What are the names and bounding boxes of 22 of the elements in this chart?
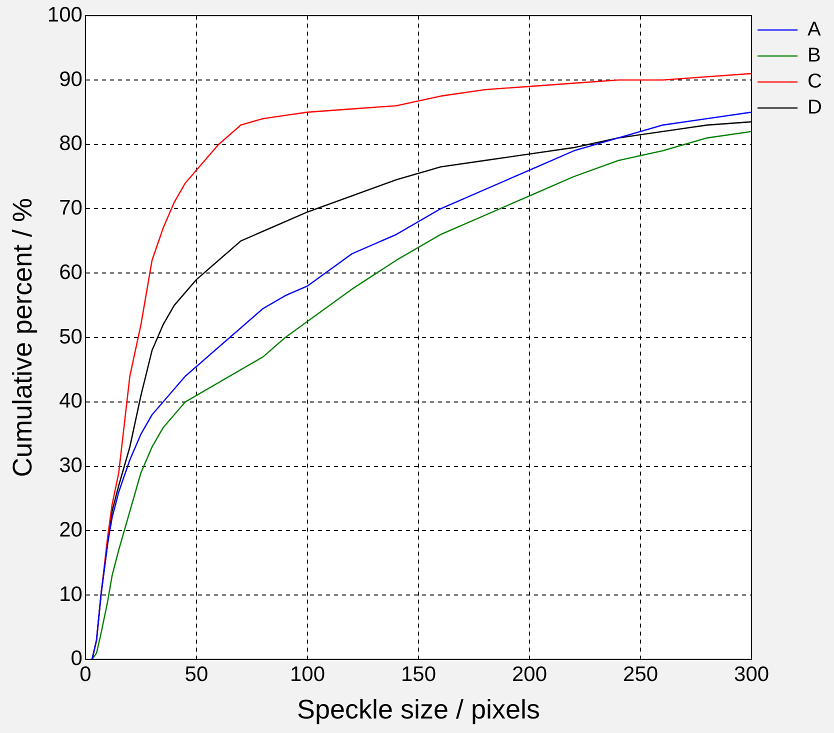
y-tick-label: 90: [59, 68, 82, 91]
x-tick-label: 250: [623, 662, 658, 686]
y-axis-title: Cumulative percent / %: [8, 198, 38, 478]
y-tick-label: 10: [59, 582, 82, 606]
y-tick-label: 50: [59, 325, 82, 348]
legend-label: B: [808, 44, 821, 67]
y-tick-label: 60: [59, 260, 82, 284]
x-tick-label: 200: [512, 662, 548, 686]
legend-label: D: [808, 96, 822, 119]
x-axis-title: Speckle size / pixels: [296, 694, 540, 724]
x-tick-label: 150: [400, 662, 436, 686]
y-tick-label: 100: [47, 3, 82, 26]
y-tick-label: 30: [59, 454, 82, 478]
y-tick-label: 70: [59, 196, 82, 220]
legend-label: A: [808, 18, 822, 41]
x-tick-label: 100: [290, 662, 325, 686]
y-tick-label: 80: [59, 132, 82, 156]
y-tick-label: 40: [59, 390, 82, 413]
y-tick-label: 20: [59, 518, 82, 542]
x-tick-label: 50: [184, 662, 208, 686]
x-tick-label: 300: [734, 662, 770, 686]
legend-label: C: [808, 70, 822, 93]
